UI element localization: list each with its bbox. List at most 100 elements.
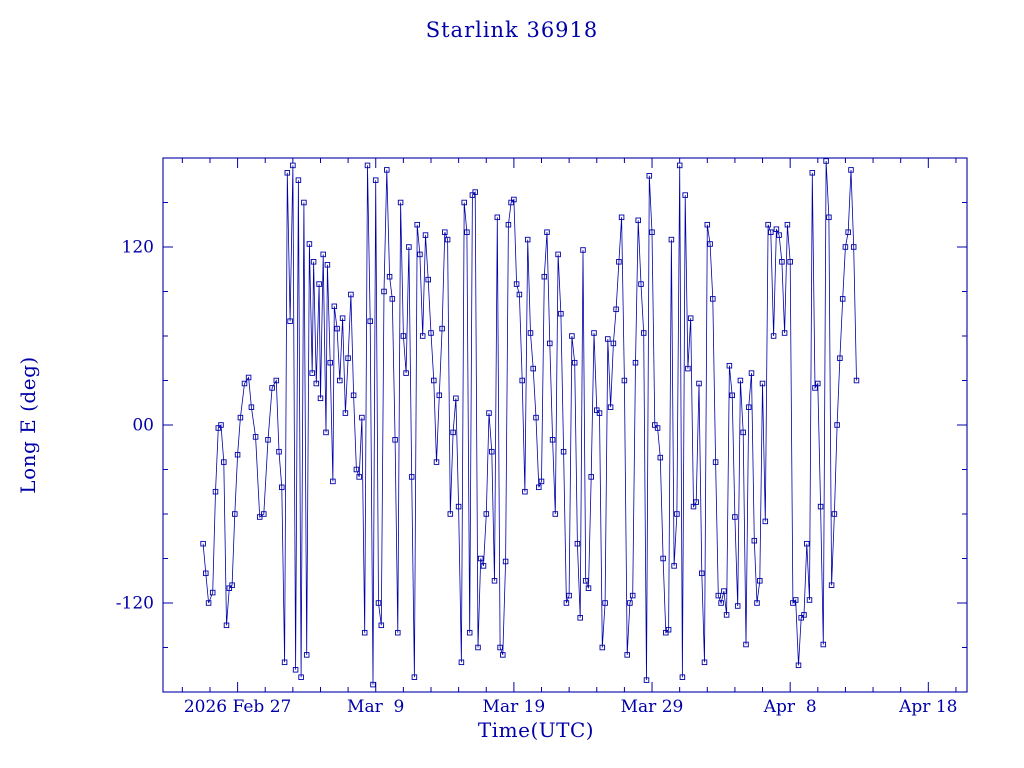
data-point-marker [524, 236, 531, 243]
data-point-marker [566, 592, 572, 599]
data-point-marker [229, 582, 235, 588]
data-point-marker [234, 451, 241, 458]
data-point-marker [740, 429, 746, 436]
data-point-marker [522, 488, 528, 495]
data-point-marker [798, 615, 804, 621]
data-point-marker [754, 600, 760, 606]
data-point-marker [580, 247, 586, 253]
data-point-marker [320, 251, 326, 258]
data-point-marker [701, 659, 708, 666]
data-point-marker [770, 333, 777, 339]
data-point-marker [790, 600, 796, 606]
data-point-marker [850, 244, 857, 250]
data-point-marker [447, 511, 454, 517]
data-point-marker [839, 296, 846, 302]
data-point-marker [252, 434, 259, 440]
data-point-marker [375, 600, 382, 606]
data-point-marker [696, 380, 702, 387]
data-point-marker [245, 374, 252, 381]
data-point-marker [212, 488, 219, 495]
data-point-marker [726, 362, 733, 369]
data-point-marker [417, 251, 423, 258]
x-tick-label: Mar 19 [483, 697, 546, 717]
data-point-marker [279, 484, 285, 491]
data-point-marker [436, 392, 443, 399]
data-point-marker [298, 674, 304, 680]
data-point-marker [324, 262, 331, 268]
data-point-marker [527, 330, 534, 336]
data-point-marker [817, 503, 824, 510]
data-point-marker [732, 514, 738, 520]
data-point-marker [571, 359, 578, 366]
data-point-marker [607, 404, 614, 410]
data-point-marker [610, 340, 617, 347]
data-point-marker [632, 359, 639, 366]
data-point-marker [776, 232, 782, 238]
data-point-marker [453, 395, 459, 402]
data-point-marker [552, 511, 559, 517]
data-point-marker [309, 370, 315, 376]
data-point-marker [574, 540, 581, 547]
data-point-marker [516, 291, 523, 298]
data-point-marker [428, 330, 434, 336]
data-point-marker [353, 466, 360, 473]
data-point-marker [773, 226, 780, 232]
data-point-marker [372, 177, 379, 183]
data-point-marker [668, 236, 675, 243]
x-tick-label: Apr 8 [763, 697, 817, 717]
y-tick-label: 00 [132, 416, 154, 436]
tick-labels: 2026 Feb 27 Mar 9 Mar 19 Mar 29 Apr 8 Apr 18 1… [116, 238, 958, 718]
data-point-marker [386, 273, 393, 280]
y-tick-label: 120 [122, 238, 154, 258]
data-point-marker [284, 170, 291, 176]
data-point-marker [364, 162, 371, 169]
data-point-marker [392, 437, 398, 443]
data-point-marker [638, 281, 644, 287]
data-point-marker [458, 659, 465, 666]
data-point-marker [560, 448, 567, 455]
data-point-marker [287, 318, 293, 324]
data-point-marker [378, 622, 385, 629]
data-point-marker [707, 241, 713, 247]
data-markers [200, 158, 860, 688]
data-point-marker [848, 167, 854, 173]
data-point-marker [558, 310, 564, 317]
data-point-marker [425, 276, 431, 283]
data-point-marker [602, 600, 608, 606]
data-point-marker [757, 578, 763, 584]
data-point-marker [389, 296, 396, 302]
data-point-marker [538, 478, 545, 485]
data-point-marker [337, 377, 343, 384]
data-point-marker [395, 629, 401, 636]
data-point-marker [588, 474, 594, 480]
data-point-marker [801, 612, 807, 618]
data-point-marker [306, 241, 313, 247]
data-point-marker [361, 629, 368, 636]
data-point-marker [792, 597, 799, 603]
data-point-marker [269, 385, 275, 391]
data-point-marker [223, 622, 230, 629]
data-point-marker [652, 422, 658, 428]
data-point-marker [627, 600, 633, 606]
data-point-marker [500, 652, 506, 658]
data-point-marker [265, 437, 271, 443]
data-point-marker [301, 199, 307, 206]
data-point-marker [624, 652, 630, 658]
data-point-marker [544, 229, 550, 235]
data-point-marker [226, 585, 233, 591]
data-point-marker [494, 214, 501, 221]
data-point-marker [820, 641, 827, 648]
data-point-marker [748, 370, 755, 376]
data-point-marker [241, 380, 248, 387]
data-point-marker [489, 448, 495, 455]
data-point-marker [599, 644, 606, 651]
data-point-marker [491, 578, 498, 584]
data-point-marker [779, 259, 785, 265]
data-point-marker [591, 330, 597, 336]
data-point-marker [745, 404, 752, 410]
data-point-marker [781, 330, 788, 336]
data-point-marker [834, 422, 840, 428]
data-point-marker [582, 578, 589, 584]
data-point-marker [621, 377, 628, 384]
